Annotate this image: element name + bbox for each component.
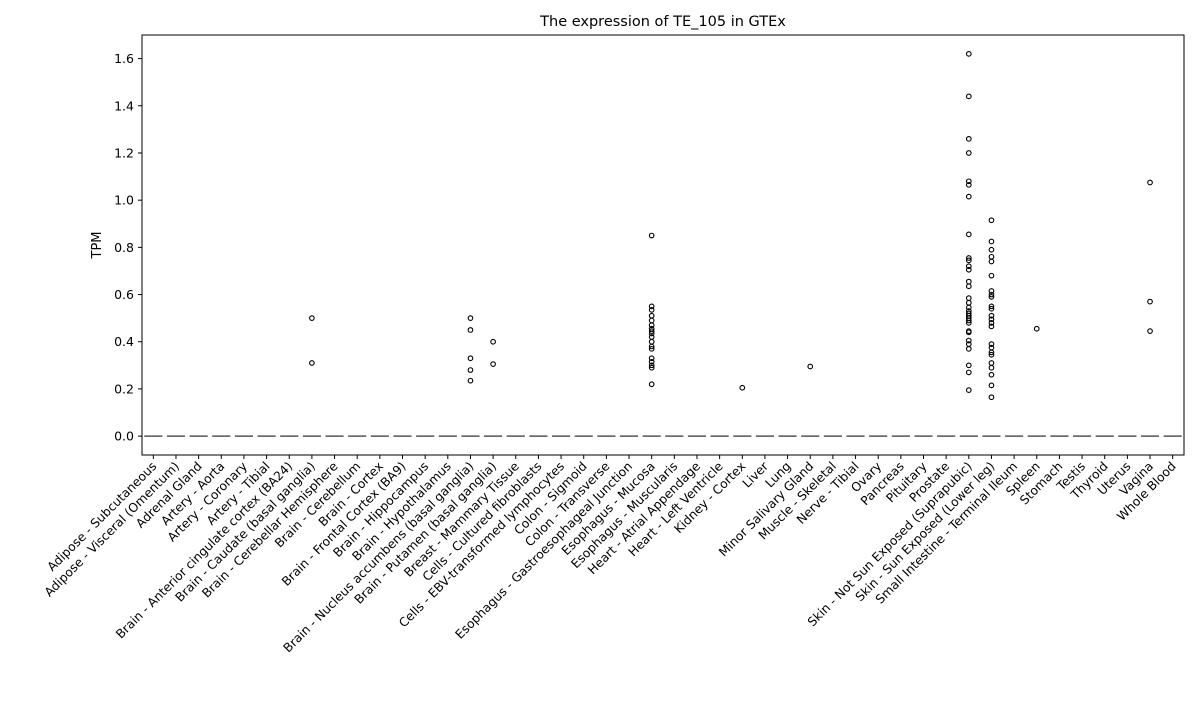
outlier-point <box>1147 328 1153 334</box>
outlier-point <box>648 338 655 345</box>
outlier-point <box>988 323 995 330</box>
outlier-point <box>988 288 995 294</box>
outlier-point <box>467 355 474 362</box>
outlier-point <box>965 150 972 156</box>
outlier-point <box>965 257 972 264</box>
outlier-point <box>965 263 972 270</box>
y-tick-label: 0.6 <box>114 287 134 302</box>
y-tick-label: 0.4 <box>114 334 134 349</box>
outlier-point <box>490 338 496 345</box>
outlier-point <box>988 291 995 298</box>
outlier-point <box>965 320 972 326</box>
outlier-point <box>965 337 972 344</box>
outlier-point <box>1147 179 1153 186</box>
outlier-point <box>965 278 972 285</box>
outlier-point <box>988 312 995 319</box>
outlier-point <box>965 387 972 393</box>
outlier-point <box>988 217 995 224</box>
outlier-point <box>467 315 474 321</box>
outlier-point <box>988 258 995 265</box>
outlier-point <box>648 303 655 310</box>
outlier-point <box>467 327 474 333</box>
outlier-point <box>988 303 995 310</box>
outlier-point <box>648 328 655 334</box>
outlier-point <box>648 330 655 337</box>
outlier-point <box>988 349 995 356</box>
outlier-point <box>988 382 995 389</box>
y-tick-label: 1.0 <box>114 193 134 208</box>
outlier-point <box>965 304 972 311</box>
outlier-point <box>648 345 655 352</box>
outlier-point <box>648 232 655 239</box>
y-tick-label: 0.8 <box>114 240 134 255</box>
outlier-point <box>965 295 972 301</box>
outlier-point <box>807 363 814 370</box>
x-tick-label: Adipose - Visceral (Omentum) <box>42 459 182 599</box>
outlier-point <box>988 341 995 347</box>
outlier-point <box>965 231 972 238</box>
outlier-point <box>965 181 972 188</box>
outlier-point <box>965 283 972 290</box>
outlier-point <box>965 317 972 324</box>
y-tick-label: 1.6 <box>114 51 134 66</box>
outlier-point <box>988 246 995 253</box>
outlier-point <box>1033 325 1040 332</box>
plot-frame <box>141 34 1185 456</box>
outlier-point <box>988 351 995 358</box>
y-tick-label: 0.2 <box>114 381 134 396</box>
outlier-point <box>965 369 972 376</box>
outlier-point <box>648 343 655 350</box>
outlier-point <box>988 316 995 323</box>
outlier-point <box>1147 298 1153 305</box>
outlier-point <box>648 317 655 324</box>
y-tick-label: 1.4 <box>114 98 134 113</box>
outlier-point <box>648 362 655 369</box>
outlier-point <box>988 320 995 326</box>
outlier-point <box>988 272 995 279</box>
outlier-point <box>648 322 655 329</box>
outlier-point <box>648 312 655 319</box>
outlier-point <box>965 255 972 261</box>
outlier-point <box>309 360 315 366</box>
outlier-point <box>648 381 655 388</box>
outlier-point <box>965 299 972 306</box>
outlier-point <box>467 377 474 384</box>
outlier-point <box>490 361 496 368</box>
outlier-point <box>988 394 995 401</box>
outlier-point <box>965 178 972 185</box>
outlier-point <box>648 355 655 362</box>
outlier-point <box>739 384 746 391</box>
y-tick-label: 1.2 <box>114 145 134 160</box>
outlier-point <box>988 253 995 260</box>
outlier-point <box>965 329 972 336</box>
outlier-point <box>988 294 995 300</box>
outlier-point <box>965 266 972 273</box>
outlier-point <box>988 305 995 312</box>
outlier-point <box>965 362 972 369</box>
outlier-point <box>648 307 655 313</box>
outlier-point <box>965 345 972 352</box>
outlier-point <box>988 360 995 366</box>
outlier-point <box>648 364 655 371</box>
outlier-point <box>965 193 972 200</box>
outlier-point <box>965 135 972 142</box>
outlier-point <box>309 315 315 321</box>
outlier-point <box>988 364 995 371</box>
outlier-point <box>988 371 995 378</box>
outlier-point <box>965 93 972 100</box>
outlier-point <box>648 358 655 365</box>
chart-title: The expression of TE_105 in GTEx <box>539 14 786 30</box>
outlier-point <box>988 238 995 245</box>
outlier-point <box>965 51 972 57</box>
y-axis-label: TPM <box>90 232 105 260</box>
outlier-point <box>467 367 474 373</box>
y-tick-label: 0.0 <box>114 429 134 444</box>
